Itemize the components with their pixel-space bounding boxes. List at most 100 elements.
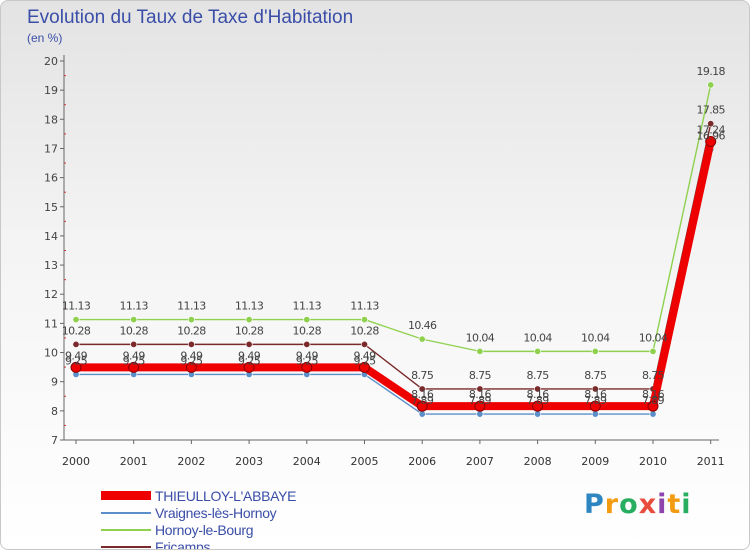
data-label: 10.28 xyxy=(62,324,91,337)
x-tick-label: 2010 xyxy=(639,455,667,468)
data-point xyxy=(303,316,311,324)
data-label: 9.49 xyxy=(65,349,88,362)
data-point xyxy=(649,410,657,418)
data-label: 9.25 xyxy=(65,354,88,367)
logo-letter: i xyxy=(681,489,692,520)
data-label: 8.75 xyxy=(584,369,607,382)
data-label: 8.16 xyxy=(469,388,492,401)
data-label: 9.25 xyxy=(353,354,376,367)
data-point xyxy=(359,361,370,373)
data-label: 19.18 xyxy=(696,65,725,78)
data-label: 10.28 xyxy=(119,324,148,337)
legend-swatch xyxy=(101,491,151,500)
x-tick-label: 2003 xyxy=(235,455,263,468)
data-point xyxy=(707,120,715,128)
series-line xyxy=(76,149,712,415)
x-tick-label: 2001 xyxy=(120,455,148,468)
data-label: 10.04 xyxy=(639,331,668,344)
data-label: 8.75 xyxy=(411,369,434,382)
data-label: 9.25 xyxy=(180,354,203,367)
y-tick-label: 7 xyxy=(51,434,58,447)
data-point xyxy=(245,316,253,324)
y-tick-label: 9 xyxy=(51,376,58,389)
data-label: 10.04 xyxy=(581,331,610,344)
data-point xyxy=(301,361,313,373)
x-tick-label: 2000 xyxy=(62,455,90,468)
y-tick-label: 12 xyxy=(44,288,58,301)
data-label: 17.85 xyxy=(696,104,725,117)
data-label: 7.89 xyxy=(642,394,665,407)
series-line xyxy=(76,123,712,390)
data-point xyxy=(130,340,138,348)
data-point xyxy=(476,410,484,418)
data-label: 10.46 xyxy=(408,319,437,332)
data-label: 7.89 xyxy=(411,394,434,407)
data-label: 7.89 xyxy=(469,394,492,407)
data-label: 9.49 xyxy=(238,349,261,362)
data-label: 8.16 xyxy=(411,388,434,401)
data-point xyxy=(476,347,484,355)
data-point xyxy=(187,316,195,324)
y-tick-label: 14 xyxy=(44,230,58,243)
data-point xyxy=(70,361,82,373)
data-label: 8.16 xyxy=(527,388,550,401)
data-label: 10.28 xyxy=(293,324,322,337)
data-label: 9.25 xyxy=(238,354,261,367)
data-label: 10.04 xyxy=(466,331,495,344)
legend-item: THIEULLOY-L'ABBAYE xyxy=(101,487,297,504)
legend-swatch xyxy=(101,511,151,514)
data-label: 9.25 xyxy=(296,354,319,367)
data-point xyxy=(243,361,255,373)
data-label: 8.16 xyxy=(642,388,665,401)
data-label: 17.24 xyxy=(696,123,725,136)
data-point xyxy=(418,410,426,418)
data-label: 11.13 xyxy=(235,300,264,313)
y-tick-label: 11 xyxy=(44,317,58,330)
data-label: 8.75 xyxy=(527,369,550,382)
data-point xyxy=(649,347,657,355)
data-point xyxy=(245,340,253,348)
series-line xyxy=(76,84,712,353)
data-point xyxy=(72,340,80,348)
logo-letter: x xyxy=(638,489,658,520)
data-label: 8.75 xyxy=(469,369,492,382)
data-label: 9.49 xyxy=(353,349,376,362)
data-label: 16.96 xyxy=(696,130,725,143)
y-tick-label: 15 xyxy=(44,201,58,214)
data-label: 9.49 xyxy=(296,349,319,362)
data-label: 11.13 xyxy=(350,300,379,313)
unit-label: (en %) xyxy=(27,31,63,45)
x-tick-label: 2007 xyxy=(466,455,494,468)
legend: THIEULLOY-L'ABBAYE Vraignes-lès-Hornoy Hor… xyxy=(101,487,297,549)
data-point xyxy=(416,400,428,412)
x-tick-label: 2008 xyxy=(524,455,552,468)
logo-letter: i xyxy=(657,489,668,520)
legend-item: Fricamps xyxy=(101,538,296,549)
data-label: 11.13 xyxy=(62,300,91,313)
data-point xyxy=(534,410,542,418)
data-label: 7.89 xyxy=(584,394,607,407)
data-label: 10.28 xyxy=(350,324,379,337)
x-tick-label: 2005 xyxy=(351,455,379,468)
legend-item: Hornoy-le-Bourg xyxy=(101,521,296,538)
data-label: 9.49 xyxy=(123,349,146,362)
y-tick-label: 16 xyxy=(44,172,58,185)
x-tick-label: 2006 xyxy=(408,455,436,468)
y-tick-label: 8 xyxy=(51,405,58,418)
y-tick-label: 13 xyxy=(44,259,58,272)
data-point xyxy=(360,340,368,348)
data-label: 11.13 xyxy=(177,300,206,313)
x-tick-label: 2009 xyxy=(581,455,609,468)
data-label: 10.28 xyxy=(177,324,206,337)
y-tick-label: 10 xyxy=(44,347,58,360)
x-tick-label: 2004 xyxy=(293,455,321,468)
y-tick-label: 19 xyxy=(44,84,58,97)
data-point xyxy=(707,81,715,89)
y-tick-label: 17 xyxy=(44,142,58,155)
data-label: 10.28 xyxy=(235,324,264,337)
data-label: 9.25 xyxy=(123,354,146,367)
logo-letter: t xyxy=(667,489,682,520)
data-label: 11.13 xyxy=(293,300,322,313)
legend-swatch xyxy=(101,545,151,548)
